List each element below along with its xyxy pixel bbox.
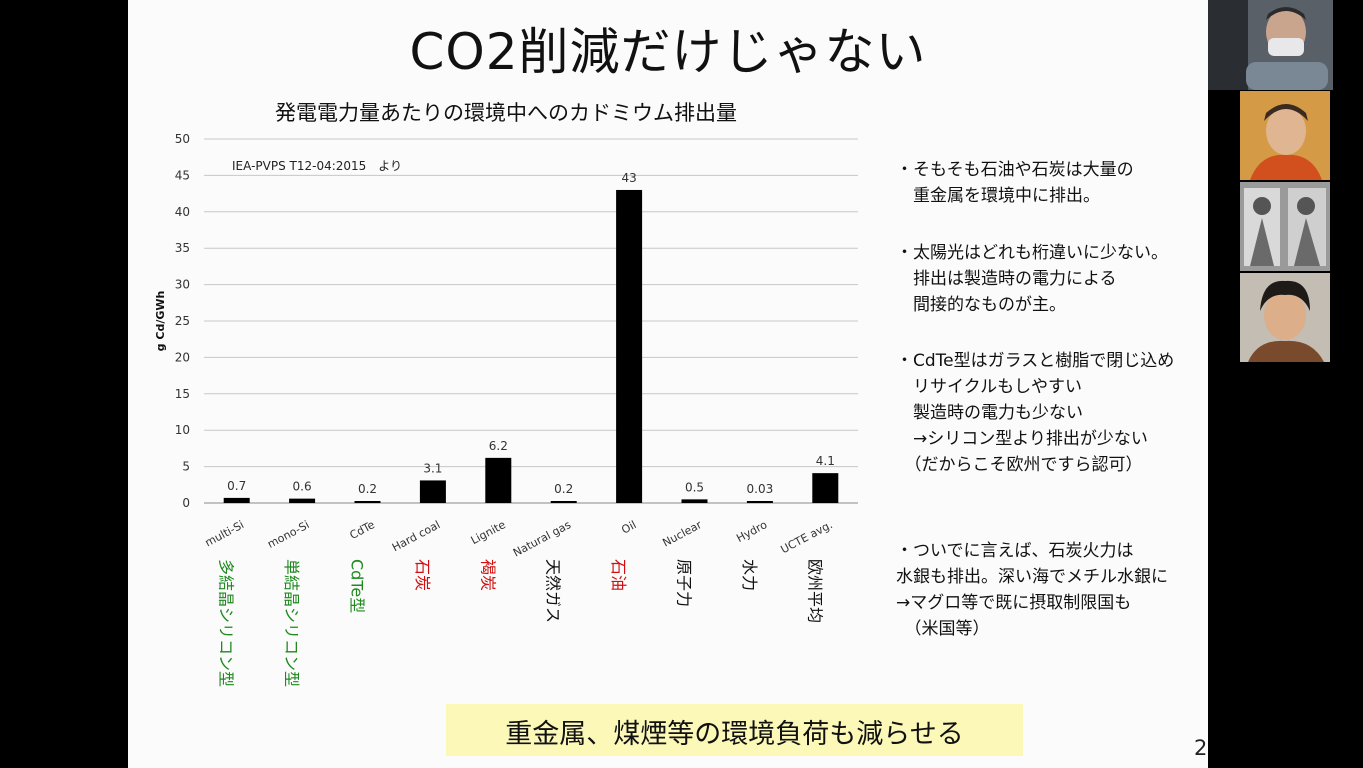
x-tick-label: multi-Si bbox=[203, 518, 246, 549]
y-tick-label: 0 bbox=[182, 496, 190, 510]
bullet-line: ・ついでに言えば、石炭火力は bbox=[896, 541, 1134, 561]
bar-natural-gas bbox=[550, 501, 577, 503]
bullet-line: →マグロ等で既に摂取制限国も bbox=[896, 593, 1132, 613]
bar-nuclear bbox=[681, 499, 708, 503]
bar-multi-si bbox=[223, 497, 250, 503]
data-label: 0.2 bbox=[358, 482, 377, 496]
bullet-line: （だからこそ欧州ですら認可） bbox=[896, 455, 1143, 475]
person-silhouette-icon bbox=[1208, 0, 1333, 90]
participant-video-1[interactable] bbox=[1208, 0, 1333, 90]
data-label: 6.2 bbox=[489, 439, 508, 453]
jp-category-label: 欧州平均 bbox=[805, 559, 824, 623]
bar-cdte bbox=[354, 501, 381, 503]
bar-ucte-avg- bbox=[812, 473, 839, 503]
jp-category-label: 水力 bbox=[740, 559, 759, 591]
bullet-line: 水銀も排出。深い海でメチル水銀に bbox=[896, 567, 1168, 587]
x-tick-label: Lignite bbox=[469, 518, 508, 547]
bar-oil bbox=[616, 189, 643, 503]
highlight-text: 重金属、煤煙等の環境負荷も減らせる bbox=[505, 719, 964, 750]
x-tick-label: CdTe bbox=[348, 518, 378, 542]
bullet-group-4: ・ついでに言えば、石炭火力は水銀も排出。深い海でメチル水銀に →マグロ等で既に摂取… bbox=[896, 538, 1168, 642]
bar-mono-si bbox=[289, 498, 316, 503]
chart-title: 発電電力量あたりの環境中へのカドミウム排出量 bbox=[275, 101, 737, 125]
bullet-group-1: ・そもそも石油や石炭は大量の 重金属を環境中に排出。 bbox=[896, 157, 1134, 209]
data-label: 0.5 bbox=[685, 480, 704, 494]
data-label: 43 bbox=[621, 171, 636, 185]
data-label: 0.6 bbox=[293, 480, 312, 494]
jp-category-label: 天然ガス bbox=[544, 559, 563, 623]
x-tick-label: UCTE avg. bbox=[779, 518, 835, 556]
y-tick-label: 20 bbox=[175, 350, 190, 364]
jp-category-label: 単結晶シリコン型 bbox=[282, 559, 301, 687]
bar-hydro bbox=[746, 501, 773, 503]
participant-video-3[interactable] bbox=[1240, 182, 1330, 271]
person-silhouette-icon bbox=[1240, 273, 1330, 362]
data-label: 0.7 bbox=[227, 479, 246, 493]
bullet-line: 製造時の電力も少ない bbox=[896, 403, 1083, 423]
data-label: 0.2 bbox=[554, 482, 573, 496]
slide-title: CO2削減だけじゃない bbox=[409, 23, 927, 81]
x-tick-label: Nuclear bbox=[660, 518, 704, 550]
x-tick-label: mono-Si bbox=[265, 518, 311, 551]
jp-category-label: 石油 bbox=[609, 559, 628, 591]
y-tick-label: 30 bbox=[175, 278, 190, 292]
data-label: 0.03 bbox=[747, 482, 774, 496]
jp-category-label: 石炭 bbox=[413, 559, 432, 591]
bar-chart: 発電電力量あたりの環境中へのカドミウム排出量 0 5 10 15 20 25 30 35 40 45… bbox=[154, 101, 858, 687]
bullet-line: （米国等） bbox=[896, 619, 990, 639]
highlight-box: 重金属、煤煙等の環境負荷も減らせる bbox=[446, 704, 1023, 756]
bullet-line: →シリコン型より排出が少ない bbox=[896, 429, 1148, 449]
presentation-slide: CO2削減だけじゃない 発電電力量あたりの環境中へのカドミウム排出量 0 5 10 15… bbox=[128, 0, 1221, 768]
participant-video-4[interactable] bbox=[1240, 273, 1330, 362]
y-tick-label: 25 bbox=[175, 314, 190, 328]
bar-hard-coal bbox=[419, 480, 446, 503]
bullet-line: 排出は製造時の電力による bbox=[896, 269, 1117, 289]
chart-annotation: IEA-PVPS T12-04:2015 より bbox=[232, 159, 402, 173]
jp-category-label: CdTe型 bbox=[348, 559, 367, 613]
bullet-line: 重金属を環境中に排出。 bbox=[896, 186, 1100, 206]
y-tick-label: 35 bbox=[175, 241, 190, 255]
data-label: 3.1 bbox=[423, 461, 442, 475]
bar-lignite bbox=[485, 457, 512, 503]
jp-category-label: 多結晶シリコン型 bbox=[217, 559, 236, 687]
jp-category-label: 褐炭 bbox=[478, 559, 497, 591]
x-tick-label: Hard coal bbox=[390, 518, 442, 554]
y-tick-label: 5 bbox=[182, 460, 190, 474]
illustration-icon bbox=[1240, 182, 1330, 271]
bullet-line: ・太陽光はどれも桁違いに少ない。 bbox=[896, 243, 1168, 263]
video-gallery bbox=[1208, 0, 1363, 768]
person-silhouette-icon bbox=[1240, 91, 1330, 180]
participant-video-2[interactable] bbox=[1240, 91, 1330, 180]
data-label: 4.1 bbox=[816, 454, 835, 468]
bullet-line: ・CdTe型はガラスと樹脂で閉じ込め bbox=[896, 351, 1175, 371]
x-tick-label: Natural gas bbox=[511, 518, 573, 559]
bullet-line: リサイクルもしやすい bbox=[896, 377, 1082, 397]
bullet-line: 間接的なものが主。 bbox=[896, 295, 1066, 315]
y-tick-label: 40 bbox=[175, 205, 190, 219]
y-tick-label: 15 bbox=[175, 387, 190, 401]
x-tick-label: Oil bbox=[619, 518, 638, 536]
y-tick-label: 10 bbox=[175, 423, 190, 437]
bullet-group-2: ・太陽光はどれも桁違いに少ない。 排出は製造時の電力による 間接的なものが主。 bbox=[896, 240, 1168, 318]
bullet-line: ・そもそも石油や石炭は大量の bbox=[896, 160, 1134, 180]
x-tick-label: Hydro bbox=[734, 518, 769, 545]
y-axis-label: g Cd/GWh bbox=[154, 291, 167, 352]
jp-category-label: 原子力 bbox=[675, 559, 694, 607]
y-tick-label: 50 bbox=[175, 132, 190, 146]
y-tick-label: 45 bbox=[175, 168, 190, 182]
bullet-group-3: ・CdTe型はガラスと樹脂で閉じ込め リサイクルもしやすい 製造時の電力も少ない… bbox=[896, 348, 1174, 478]
